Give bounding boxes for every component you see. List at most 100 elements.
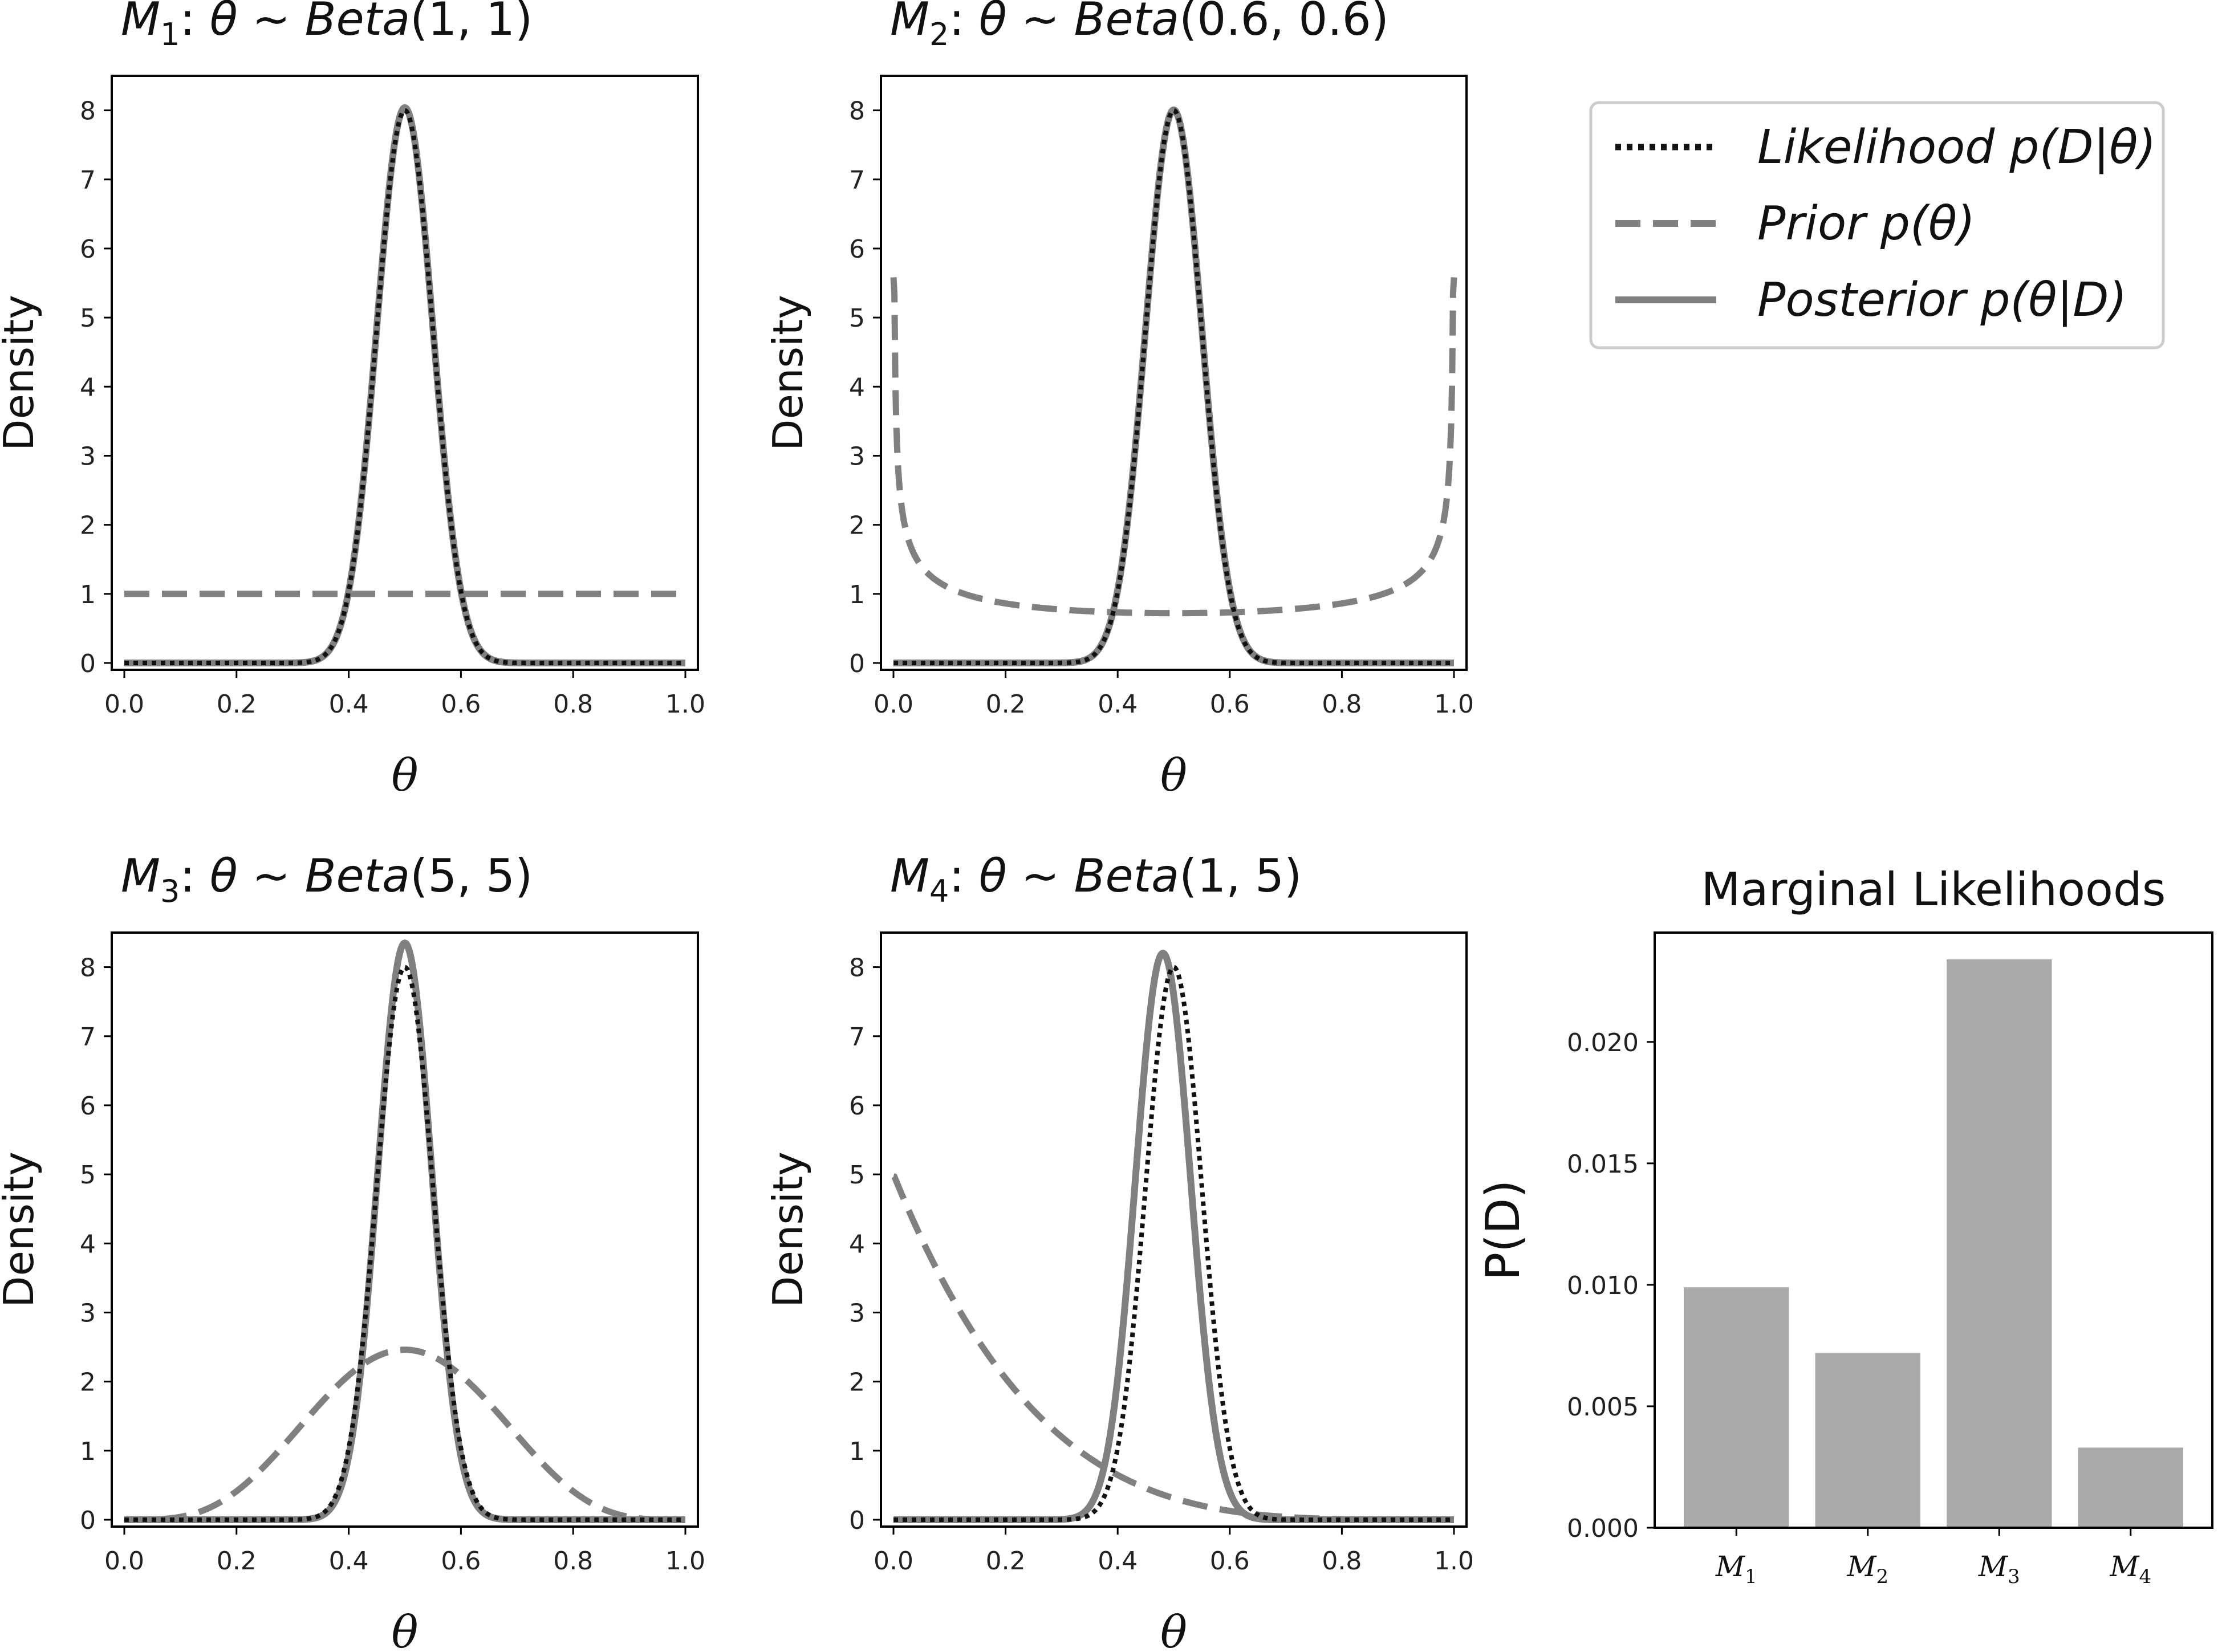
y-tick-label: 0.000	[1567, 1514, 1639, 1543]
y-tick-label: 5	[849, 304, 865, 333]
y-tick-label: 6	[849, 235, 865, 264]
y-axis-label: P(D)	[1476, 1180, 1530, 1281]
y-tick-label: 6	[80, 1092, 96, 1121]
y-tick-label: 7	[80, 166, 96, 195]
panel-title: M4: θ ∼ Beta(1, 5)	[890, 849, 1302, 909]
posterior-curve	[893, 106, 1454, 666]
category-label: M3	[1978, 1550, 2020, 1588]
y-tick-label: 0	[80, 1506, 96, 1535]
y-tick-label: 2	[849, 1368, 865, 1397]
bar-chart: M1 M2 M3 M4 0.000 0.005 0.010 0.015 0.020 Margina…	[1476, 863, 2213, 1588]
x-tick-label: 0.8	[1322, 1547, 1362, 1576]
legend: Likelihood p(D|θ) Prior p(θ) Posterior p(θ…	[1589, 101, 2165, 349]
x-tick-label: 0.0	[874, 1547, 913, 1576]
prior-curve	[891, 1173, 1454, 1523]
x-tick-label: 0.6	[1210, 1547, 1250, 1576]
y-tick-label: 7	[849, 166, 865, 195]
y-tick-label: 1	[80, 1437, 96, 1466]
x-axis-label: θ	[1160, 1607, 1187, 1652]
category-label: M2	[1846, 1550, 1888, 1588]
y-tick-label: 5	[80, 1161, 96, 1190]
y-tick-label: 3	[849, 1299, 865, 1328]
panel-title: M1: θ ∼ Beta(1, 1)	[121, 0, 533, 52]
y-tick-label: 8	[849, 954, 865, 983]
y-tick-label: 6	[849, 1092, 865, 1121]
posterior-curve	[124, 939, 685, 1523]
x-tick-label: 0.0	[104, 690, 144, 719]
bar-3	[1947, 959, 2052, 1528]
y-tick-label: 4	[80, 1230, 96, 1259]
axes-frame	[880, 931, 1468, 1528]
posterior-curve	[124, 104, 685, 666]
x-tick-label: 0.4	[329, 1547, 369, 1576]
category-label: M1	[1715, 1550, 1757, 1588]
y-tick-label: 0.015	[1567, 1150, 1639, 1179]
y-tick-label: 8	[849, 97, 865, 126]
x-tick-label: 0.2	[217, 1547, 257, 1576]
density-panel-3: 0.0 0.2 0.4 0.6 0.8 1.0 0 1 2 3 4 5 6 7 8 θ Density M3: θ…	[0, 849, 705, 1652]
axes-frame	[111, 75, 699, 671]
likelihood-curve	[124, 965, 685, 1522]
x-tick-label: 0.4	[1098, 690, 1138, 719]
x-tick-label: 0.6	[441, 1547, 481, 1576]
bar-1	[1684, 1287, 1789, 1528]
y-tick-label: 5	[849, 1161, 865, 1190]
category-label: M4	[2109, 1550, 2151, 1588]
y-tick-label: 3	[80, 442, 96, 471]
x-tick-label: 0.2	[986, 1547, 1026, 1576]
density-panel-1: 0.0 0.2 0.4 0.6 0.8 1.0 0 1 2 3 4 5 6 7 8 θ Density M1: θ…	[0, 0, 705, 801]
curves	[124, 939, 685, 1523]
bar-4	[2078, 1447, 2183, 1528]
y-tick-label: 3	[80, 1299, 96, 1328]
x-tick-label: 1.0	[665, 1547, 705, 1576]
axes-frame	[111, 931, 699, 1528]
y-tick-label: 1	[849, 1437, 865, 1466]
x-tick-label: 0.2	[986, 690, 1026, 719]
posterior-curve	[893, 950, 1454, 1523]
x-tick-label: 0.8	[1322, 690, 1362, 719]
y-tick-label: 1	[849, 580, 865, 609]
x-tick-label: 1.0	[1434, 690, 1474, 719]
legend-label: Posterior p(θ|D)	[1757, 273, 2127, 327]
y-tick-label: 4	[849, 373, 865, 402]
x-tick-label: 0.4	[329, 690, 369, 719]
y-tick-label: 3	[849, 442, 865, 471]
density-panel-2: 0.0 0.2 0.4 0.6 0.8 1.0 0 1 2 3 4 5 6 7 8 θ Density M2: θ…	[764, 0, 1474, 801]
axes-frame	[1654, 931, 2213, 1529]
y-axis-label: Density	[764, 1151, 812, 1308]
legend-label: Likelihood p(D|θ)	[1757, 120, 2156, 174]
curves	[891, 950, 1454, 1523]
prior-curve	[890, 277, 1457, 617]
x-tick-label: 0.8	[553, 1547, 593, 1576]
y-tick-label: 8	[80, 97, 96, 126]
y-tick-label: 0	[849, 649, 865, 678]
y-tick-label: 0	[80, 649, 96, 678]
legend-label: Prior p(θ)	[1757, 197, 1975, 251]
y-axis-label: Density	[0, 295, 43, 451]
y-tick-label: 0.005	[1567, 1393, 1639, 1422]
x-tick-label: 0.2	[217, 690, 257, 719]
y-tick-label: 2	[80, 511, 96, 540]
y-axis-label: Density	[0, 1151, 43, 1308]
bar-chart-title: Marginal Likelihoods	[1701, 863, 2166, 916]
axes-frame	[880, 75, 1468, 671]
likelihood-curve	[893, 108, 1454, 665]
x-tick-label: 0.6	[1210, 690, 1250, 719]
y-tick-label: 0.010	[1567, 1271, 1639, 1300]
y-tick-label: 5	[80, 304, 96, 333]
y-tick-label: 7	[849, 1023, 865, 1052]
y-tick-label: 1	[80, 580, 96, 609]
x-axis-label: θ	[1160, 750, 1187, 801]
y-tick-label: 8	[80, 954, 96, 983]
y-tick-label: 0.020	[1567, 1028, 1639, 1057]
prior-curve	[124, 1346, 685, 1523]
x-axis-label: θ	[392, 750, 419, 801]
y-tick-label: 4	[849, 1230, 865, 1259]
x-tick-label: 1.0	[665, 690, 705, 719]
curves	[890, 106, 1457, 666]
y-tick-label: 6	[80, 235, 96, 264]
y-tick-label: 7	[80, 1023, 96, 1052]
x-tick-label: 0.6	[441, 690, 481, 719]
x-tick-label: 0.0	[104, 1547, 144, 1576]
